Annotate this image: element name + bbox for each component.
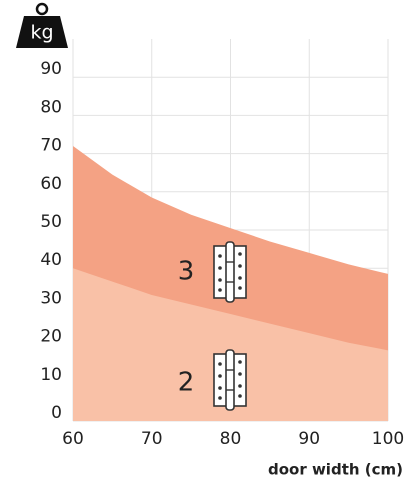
y-tick-label: 40 [40, 250, 62, 270]
series-label: 3 [178, 257, 195, 287]
x-tick-label: 60 [62, 429, 84, 449]
y-tick-label: 80 [40, 97, 62, 117]
hinge-icon [213, 349, 247, 411]
y-tick-label: 70 [40, 136, 62, 156]
series-label: 2 [178, 368, 195, 398]
x-tick-label: 90 [298, 429, 320, 449]
y-tick-label: 50 [40, 212, 62, 232]
hinge-icon [213, 241, 247, 303]
x-tick-label: 80 [220, 429, 242, 449]
y-tick-label: 30 [40, 288, 62, 308]
y-tick-label: 0 [51, 403, 62, 423]
weight-icon: kg [16, 2, 68, 48]
y-tick-label: 60 [40, 174, 62, 194]
y-tick-label: 20 [40, 327, 62, 347]
x-tick-label: 70 [141, 429, 163, 449]
overlay: 32 [178, 241, 247, 411]
x-axis-label: door width (cm) [268, 461, 403, 479]
y-tick-label: 90 [40, 59, 62, 79]
icon-label: kg [30, 22, 53, 44]
area [73, 268, 388, 421]
x-tick-label: 100 [372, 429, 404, 449]
y-tick-label: 10 [40, 365, 62, 385]
